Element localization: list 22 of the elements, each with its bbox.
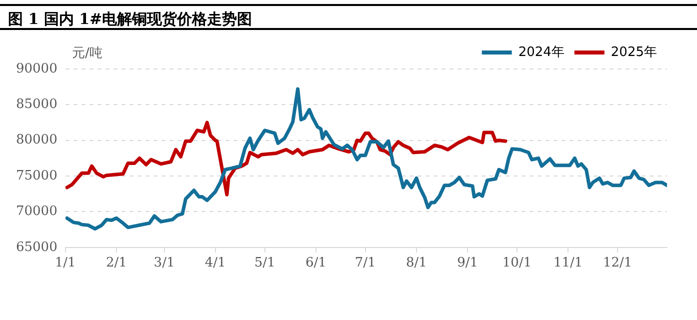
x-tick-label: 3/1 [154, 256, 175, 271]
legend-label: 2025年 [610, 44, 658, 60]
y-tick-label: 90000 [16, 61, 58, 76]
x-tick-label: 9/1 [457, 256, 478, 271]
x-tick-label: 10/1 [502, 256, 532, 271]
y-tick-label: 75000 [16, 168, 58, 184]
legend-label: 2024年 [518, 44, 564, 60]
x-tick-label: 8/1 [406, 256, 427, 271]
x-tick-label: 1/1 [54, 256, 76, 271]
chart-title: 图 1 国内 1#电解铜现货价格走势图 [0, 4, 697, 30]
x-tick-label: 12/1 [602, 256, 632, 271]
x-tick-label: 2/1 [106, 256, 127, 271]
y-axis-title: 元/吨 [72, 45, 102, 62]
x-tick-label: 7/1 [354, 256, 376, 271]
y-tick-label: 70000 [16, 204, 58, 220]
x-tick-label: 6/1 [305, 256, 326, 271]
x-tick-label: 11/1 [554, 256, 583, 271]
y-tick-label: 65000 [16, 240, 58, 255]
x-tick-label: 5/1 [254, 256, 276, 271]
y-tick-label: 85000 [16, 97, 58, 112]
x-tick-label: 4/1 [204, 256, 226, 271]
y-tick-label: 80000 [16, 132, 58, 148]
